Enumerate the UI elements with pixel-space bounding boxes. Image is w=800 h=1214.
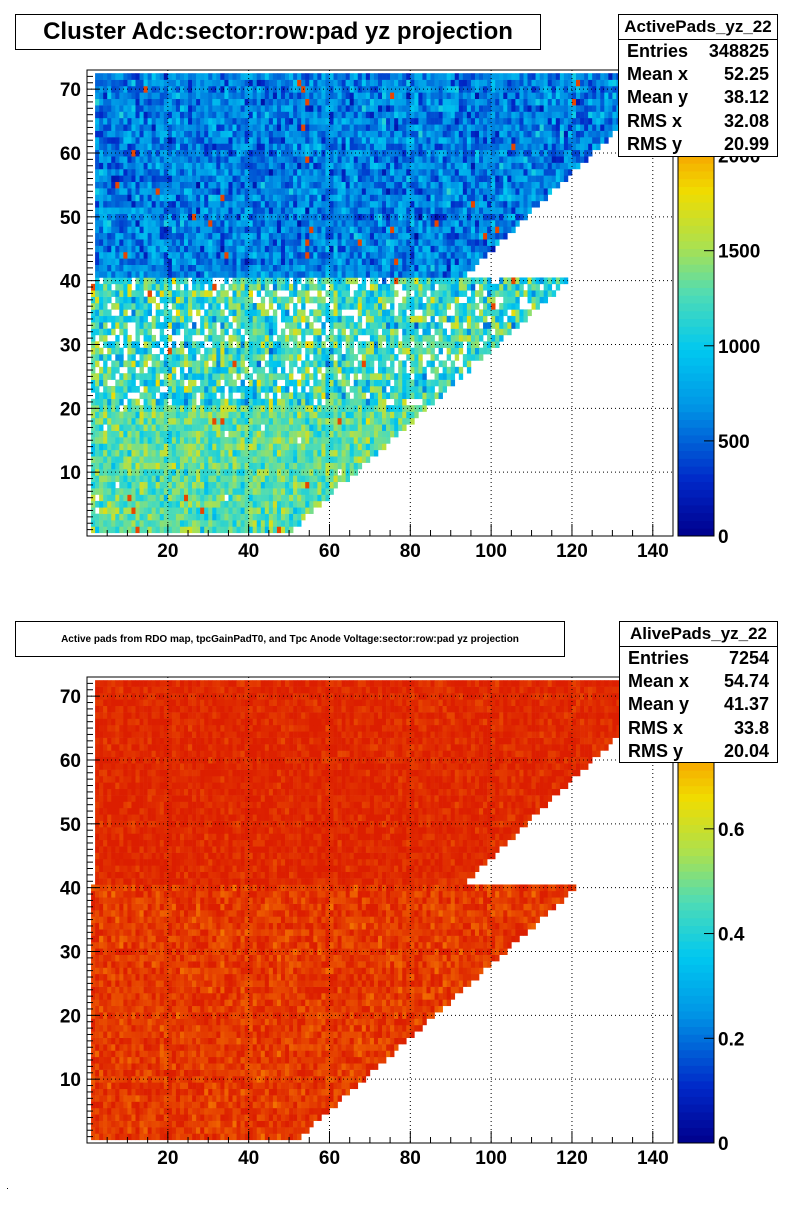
x-tick-label: 120 xyxy=(556,541,588,562)
y-tick-label: 50 xyxy=(60,815,81,836)
axes xyxy=(86,69,674,536)
heatmap-cells xyxy=(91,73,674,534)
colorbar-tick-label: 0 xyxy=(718,1134,729,1155)
grid-lines xyxy=(87,677,673,1143)
colorbar-tick-label: 500 xyxy=(718,432,750,453)
corner-dot xyxy=(7,1188,8,1189)
y-tick-label: 30 xyxy=(60,942,81,963)
chart-title: Cluster Adc:sector:row:pad yz projection xyxy=(15,14,541,50)
colorbar-tick-label: 0.6 xyxy=(718,820,744,841)
heatmap-panel: 20 40 60 80 100 120 140 10 20 30 40 50 60 70 0 500 1000 1… xyxy=(60,69,760,562)
stats-row-mean-y: Mean y 41.37 xyxy=(628,694,769,715)
x-tick-label: 140 xyxy=(637,541,669,562)
stats-name: AlivePads_yz_22 xyxy=(620,622,777,647)
stats-row-mean-x: Mean x 52.25 xyxy=(627,64,769,85)
chart-title-text: Cluster Adc:sector:row:pad yz projection xyxy=(43,18,513,45)
y-tick-label: 60 xyxy=(60,144,81,165)
colorbar-tick-label: 0 xyxy=(718,527,729,548)
x-tick-label: 20 xyxy=(157,1148,178,1169)
stats-row-entries: Entries 348825 xyxy=(627,41,769,61)
stats-row-entries: Entries 7254 xyxy=(628,648,769,668)
x-tick-label: 60 xyxy=(319,541,340,562)
stats-row-rms-x: RMS x 32.08 xyxy=(627,110,769,131)
x-tick-label: 140 xyxy=(637,1148,669,1169)
plot-frame xyxy=(86,676,674,1144)
stats-row-rms-x: RMS x 33.8 xyxy=(628,717,769,738)
y-tick-label: 70 xyxy=(60,687,81,708)
y-tick-label: 40 xyxy=(60,879,81,900)
stats-row-rms-y: RMS y 20.04 xyxy=(628,740,769,761)
colorbar-tick-label: 0.4 xyxy=(718,925,745,946)
stats-row-rms-y: RMS y 20.99 xyxy=(627,133,769,154)
chart-title-text: Active pads from RDO map, tpcGainPadT0, … xyxy=(61,633,519,645)
y-tick-label: 50 xyxy=(60,208,81,229)
y-tick-label: 30 xyxy=(60,335,81,356)
y-tick-label: 60 xyxy=(60,751,81,772)
x-tick-label: 80 xyxy=(400,1148,421,1169)
y-tick-label: 10 xyxy=(60,1070,81,1091)
grid-lines xyxy=(87,70,673,536)
stats-name: ActivePads_yz_22 xyxy=(619,15,777,40)
heatmap-cells xyxy=(91,680,674,1141)
chart-title: Active pads from RDO map, tpcGainPadT0, … xyxy=(15,621,565,657)
y-tick-label: 20 xyxy=(60,399,81,420)
colorbar-tick-label: 1000 xyxy=(718,337,760,358)
x-tick-label: 100 xyxy=(475,1148,507,1169)
stats-row-mean-y: Mean y 38.12 xyxy=(627,87,769,108)
y-tick-label: 40 xyxy=(60,272,81,293)
axes xyxy=(86,676,674,1143)
heatmap-panel: 20 40 60 80 100 120 140 10 20 30 40 50 60 70 0 0.2 0.4 0.… xyxy=(60,676,745,1169)
x-tick-label: 20 xyxy=(157,541,178,562)
stats-row-mean-x: Mean x 54.74 xyxy=(628,671,769,692)
y-tick-label: 70 xyxy=(60,80,81,101)
stats-box: ActivePads_yz_22 Entries 348825 Mean x 52.… xyxy=(618,14,778,157)
plot-frame xyxy=(86,69,674,537)
colorbar-tick-label: 1500 xyxy=(718,242,760,263)
x-tick-label: 40 xyxy=(238,1148,259,1169)
x-tick-label: 120 xyxy=(556,1148,588,1169)
y-tick-label: 20 xyxy=(60,1006,81,1027)
y-tick-label: 10 xyxy=(60,463,81,484)
colorbar-tick-label: 0.2 xyxy=(718,1029,744,1050)
stats-box: AlivePads_yz_22 Entries 7254 Mean x 54.74 … xyxy=(619,621,778,763)
x-tick-label: 80 xyxy=(400,541,421,562)
x-tick-label: 100 xyxy=(475,541,507,562)
x-tick-label: 60 xyxy=(319,1148,340,1169)
x-tick-label: 40 xyxy=(238,541,259,562)
